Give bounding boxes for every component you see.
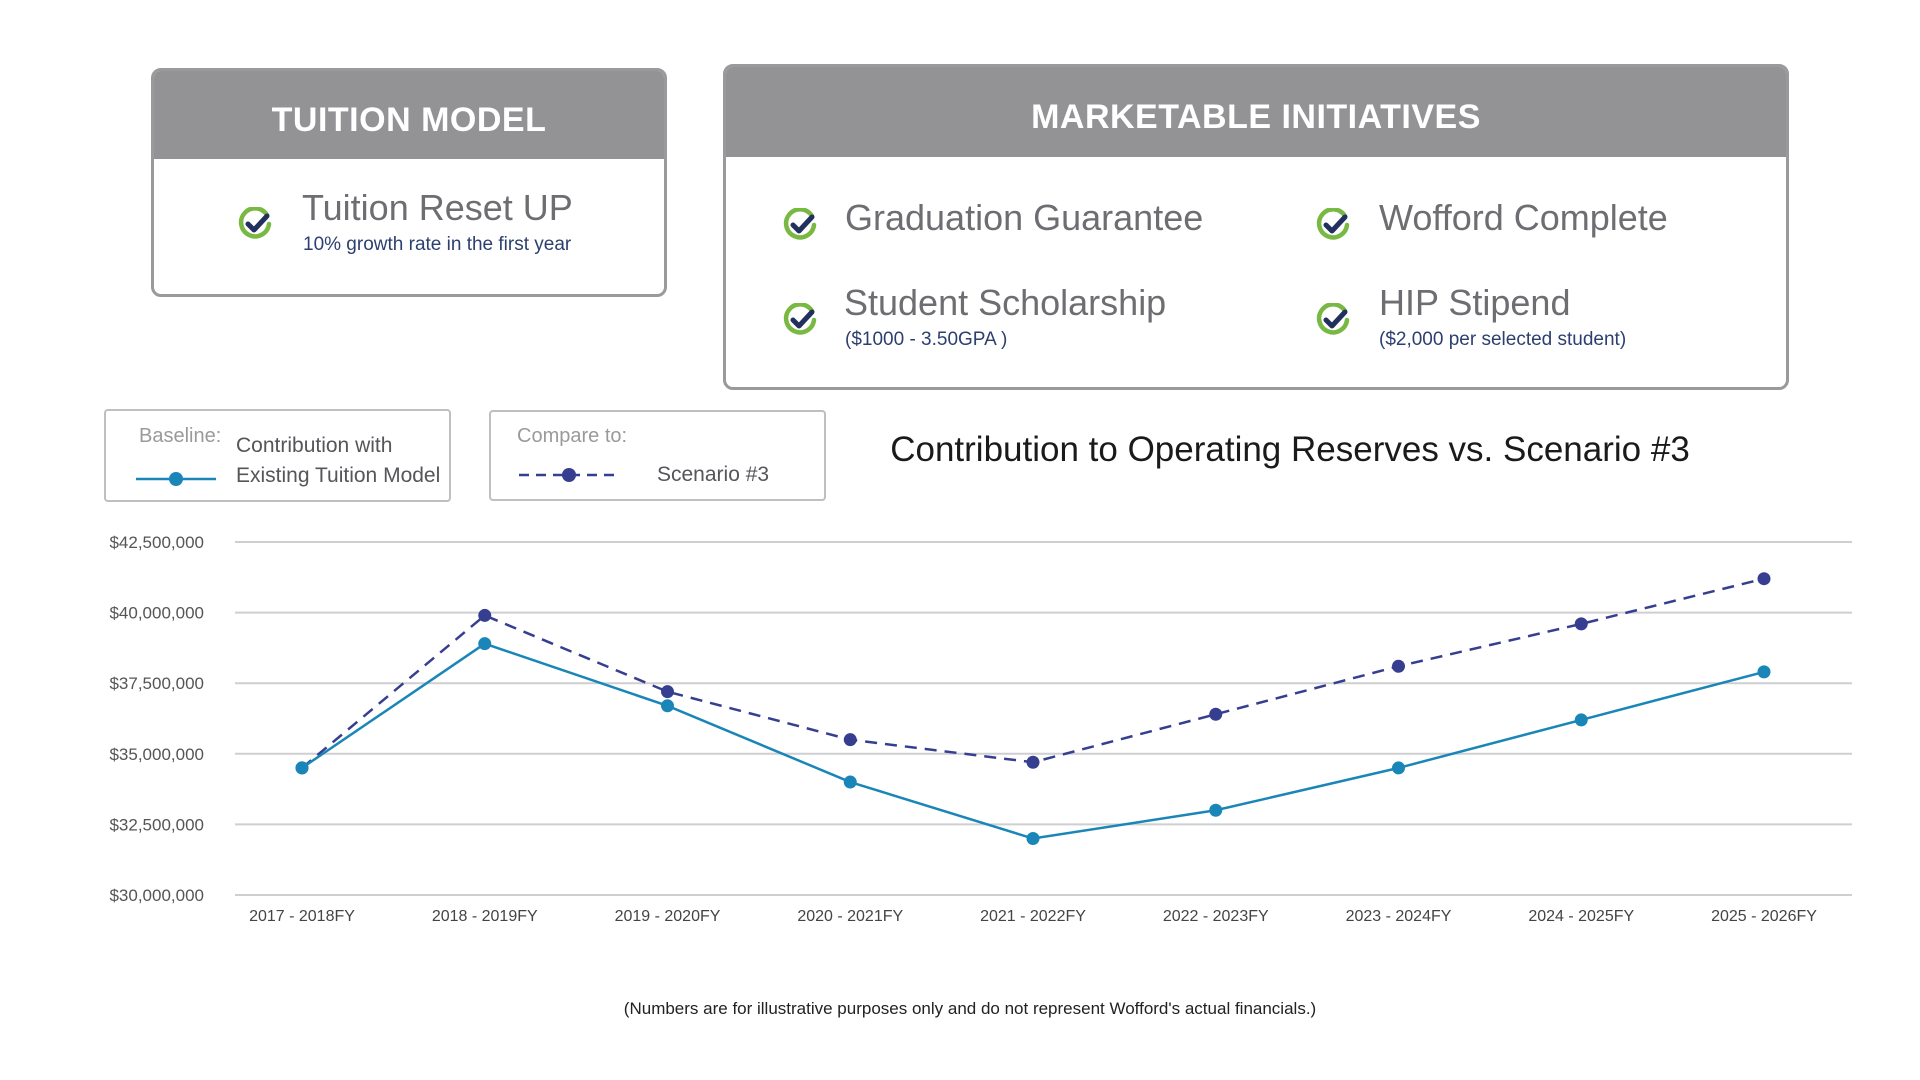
legend-compare: Compare to: Scenario #3 (489, 410, 826, 501)
x-tick-label: 2017 - 2018FY (249, 908, 355, 925)
legend-baseline-swatch (136, 472, 216, 486)
scenario-data-point (1026, 755, 1040, 769)
baseline-data-point (1574, 713, 1588, 727)
x-tick-label: 2021 - 2022FY (980, 908, 1086, 925)
scenario-data-point (843, 733, 857, 747)
legend-baseline-label: Baseline: (139, 425, 222, 447)
tuition-model-card: TUITION MODEL Tuition Reset UP 10% growt… (151, 68, 667, 297)
scenario-data-point (661, 685, 674, 699)
initiative-title: Graduation Guarantee (845, 197, 1204, 238)
chart-title: Contribution to Operating Reserves vs. S… (890, 430, 1690, 469)
x-tick-label: 2022 - 2023FY (1163, 908, 1269, 925)
y-tick-label: $32,500,000 (109, 815, 204, 834)
initiative-subtitle: ($1000 - 3.50GPA ) (845, 329, 1008, 350)
baseline-data-point (1757, 665, 1771, 679)
baseline-data-point (1392, 761, 1405, 775)
baseline-data-point (661, 699, 674, 713)
x-tick-label: 2024 - 2025FY (1528, 908, 1634, 925)
baseline-data-point (295, 761, 309, 775)
legend-baseline: Baseline: Contribution with Existing Tui… (104, 409, 451, 502)
legend-baseline-text-line2: Existing Tuition Model (236, 464, 441, 487)
x-tick-label: 2025 - 2026FY (1711, 908, 1817, 925)
legend-compare-label: Compare to: (517, 425, 628, 447)
initiative-subtitle: ($2,000 per selected student) (1379, 329, 1627, 350)
scenario-data-point (1574, 617, 1588, 631)
check-circle-icon (783, 303, 817, 335)
y-tick-label: $42,500,000 (109, 533, 204, 552)
baseline-data-point (478, 637, 492, 651)
initiative-title: Wofford Complete (1379, 197, 1668, 238)
scenario-series-line (301, 577, 1765, 769)
x-tick-label: 2023 - 2024FY (1346, 908, 1452, 925)
legend-baseline-text-line1: Contribution with (236, 434, 393, 457)
check-circle-icon (1316, 303, 1350, 335)
x-tick-label: 2019 - 2020FY (615, 908, 721, 925)
y-tick-label: $30,000,000 (109, 886, 204, 905)
marketable-initiatives-card: MARKETABLE INITIATIVES Graduation Guaran… (723, 64, 1789, 390)
x-tick-label: 2020 - 2021FY (797, 908, 903, 925)
baseline-data-point (1026, 832, 1040, 846)
y-tick-label: $37,500,000 (109, 674, 204, 693)
scenario-data-point (1209, 707, 1223, 721)
line-chart: $30,000,000 $32,500,000 $35,000,000 $37,500… (109, 533, 1852, 925)
check-circle-icon (783, 208, 817, 240)
initiative-title: HIP Stipend (1379, 282, 1571, 323)
y-tick-label: $40,000,000 (109, 604, 204, 623)
scenario-data-point (1392, 659, 1405, 673)
check-circle-icon (1316, 208, 1350, 240)
initiative-title: Student Scholarship (844, 282, 1167, 323)
scenario-data-point (478, 608, 492, 622)
baseline-data-point (843, 775, 857, 789)
tuition-reset-subtitle: 10% growth rate in the first year (303, 234, 572, 255)
baseline-data-point (1209, 803, 1223, 817)
check-circle-icon (238, 207, 272, 239)
x-tick-label: 2018 - 2019FY (432, 908, 538, 925)
y-tick-label: $35,000,000 (109, 745, 204, 764)
marketable-initiatives-header: MARKETABLE INITIATIVES (726, 67, 1786, 157)
scenario-data-point (1757, 572, 1771, 586)
legend-compare-swatch (519, 468, 619, 482)
legend-compare-text: Scenario #3 (657, 463, 770, 486)
tuition-model-header: TUITION MODEL (154, 71, 664, 159)
tuition-reset-title: Tuition Reset UP (302, 187, 573, 228)
footnote: (Numbers are for illustrative purposes o… (623, 999, 1317, 1018)
baseline-series-line (301, 642, 1765, 840)
